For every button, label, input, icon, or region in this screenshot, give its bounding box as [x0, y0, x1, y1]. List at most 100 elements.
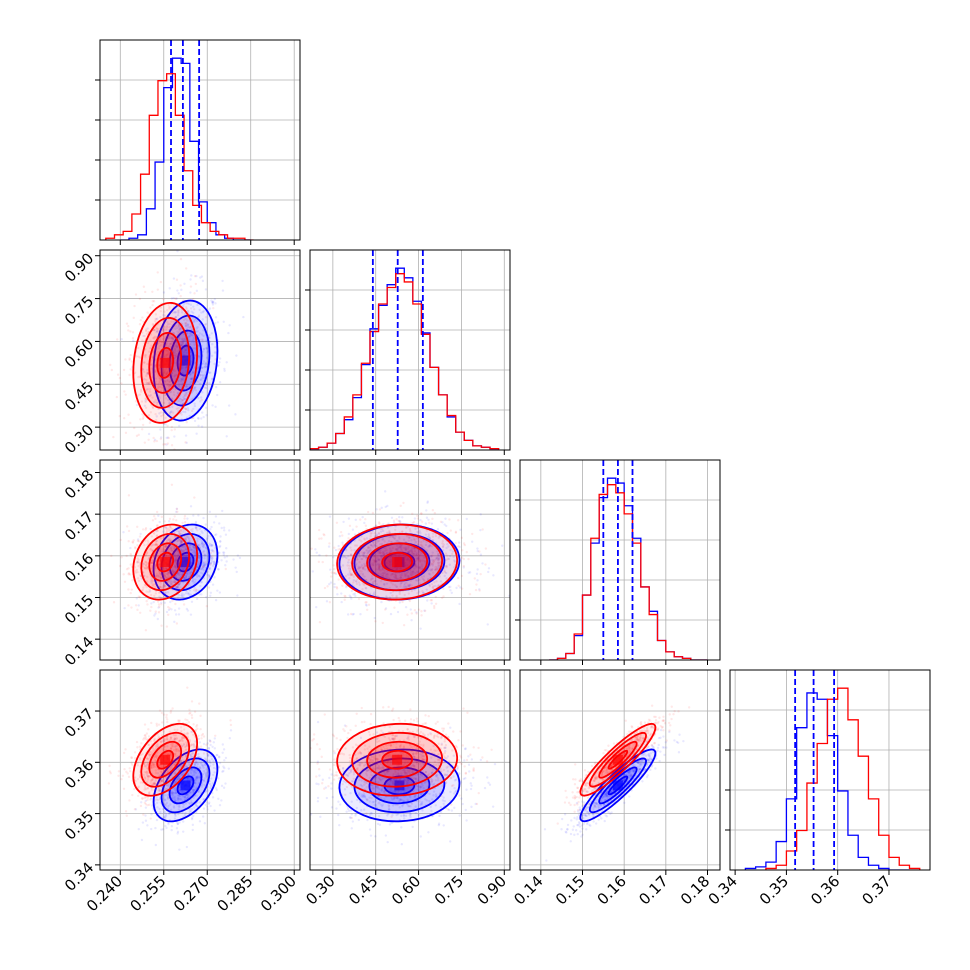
scatter-point [160, 828, 163, 831]
scatter-point [391, 594, 394, 597]
scatter-point [184, 537, 188, 540]
scatter-point [173, 737, 177, 741]
scatter-point [377, 531, 381, 535]
scatter-point [381, 568, 385, 571]
scatter-point [418, 578, 421, 582]
scatter-point [178, 328, 181, 331]
scatter-point [380, 542, 384, 546]
scatter-point [173, 375, 176, 378]
scatter-point [205, 538, 209, 541]
scatter-point [358, 569, 361, 573]
scatter-point [206, 789, 210, 792]
scatter-point [209, 561, 212, 565]
scatter-point [405, 581, 408, 584]
scatter-point [176, 330, 179, 333]
contour-series-1 [351, 533, 444, 592]
scatter-point [125, 567, 129, 571]
scatter-point [362, 553, 365, 556]
scatter-point [159, 811, 162, 814]
scatter-point [160, 779, 163, 782]
scatter-point [135, 403, 139, 407]
scatter-point [199, 575, 202, 579]
scatter-point [156, 271, 159, 274]
scatter-point [158, 340, 161, 343]
scatter-point [399, 582, 402, 586]
scatter-point [173, 546, 177, 549]
scatter-point [180, 288, 183, 292]
scatter-point [129, 591, 132, 595]
scatter-point [166, 580, 169, 584]
scatter-point [205, 382, 209, 385]
scatter-point [182, 820, 185, 823]
scatter-point [173, 728, 176, 731]
scatter-point [173, 374, 176, 377]
scatter-point [183, 813, 187, 817]
scatter-point [160, 603, 163, 606]
scatter-point [158, 572, 162, 576]
scatter-point [360, 570, 363, 573]
scatter-point [393, 553, 397, 557]
scatter-point [158, 789, 161, 793]
scatter-point [182, 603, 186, 606]
scatter-point [164, 545, 167, 548]
scatter-point [178, 382, 181, 386]
scatter-point [149, 593, 153, 597]
scatter-point [178, 739, 182, 743]
scatter-point [408, 549, 412, 553]
scatter-point [352, 593, 355, 596]
scatter-point [172, 547, 176, 551]
scatter-point [150, 578, 153, 581]
scatter-point [173, 557, 177, 561]
scatter-point [127, 529, 131, 533]
scatter-point [173, 435, 176, 438]
scatter-point [149, 527, 152, 531]
scatter-point [193, 320, 196, 323]
scatter-point [223, 367, 226, 371]
scatter-point [213, 747, 217, 750]
scatter-point [196, 537, 199, 540]
scatter-point [153, 781, 157, 785]
scatter-point [146, 368, 149, 372]
scatter-point [191, 530, 194, 533]
scatter-point [177, 451, 179, 453]
scatter-point [167, 351, 171, 354]
scatter-point [328, 582, 331, 586]
scatter-point [236, 594, 239, 597]
scatter-point [177, 812, 180, 816]
scatter-point [431, 532, 435, 535]
scatter-point [196, 325, 199, 329]
scatter-point [154, 412, 157, 416]
scatter-point [193, 318, 196, 321]
scatter-point [365, 600, 368, 604]
scatter-point [174, 814, 177, 818]
scatter-point [204, 339, 207, 342]
scatter-point [185, 576, 188, 579]
scatter-point [179, 542, 183, 545]
scatter-point [175, 507, 179, 511]
scatter-point [169, 526, 173, 530]
scatter-point [458, 602, 461, 606]
scatter-point [174, 316, 178, 319]
scatter-point [145, 566, 149, 570]
scatter-point [193, 710, 197, 713]
scatter-point [361, 572, 365, 576]
scatter-point [147, 432, 151, 436]
scatter-point [197, 314, 201, 317]
scatter-point [394, 576, 398, 580]
scatter-point [208, 542, 211, 545]
scatter-point [445, 554, 449, 557]
scatter-point [151, 579, 154, 582]
scatter-point [139, 390, 143, 393]
scatter-point [172, 782, 176, 785]
scatter-point [346, 561, 350, 564]
scatter-point [145, 780, 149, 784]
scatter-point [462, 566, 465, 569]
scatter-point [348, 524, 352, 528]
scatter-point [362, 565, 365, 569]
scatter-point [203, 557, 206, 560]
scatter-point [202, 565, 205, 569]
scatter-point [190, 333, 193, 337]
scatter-point [340, 600, 343, 604]
scatter-point [406, 547, 410, 550]
scatter-point [134, 400, 138, 403]
